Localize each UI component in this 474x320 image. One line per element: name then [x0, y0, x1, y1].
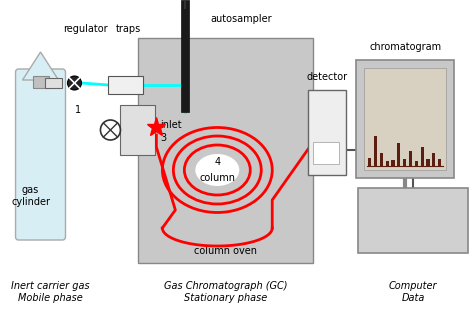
Bar	[438, 159, 441, 166]
Bar	[427, 159, 429, 166]
Text: traps: traps	[116, 24, 141, 34]
Bar	[45, 78, 63, 88]
Bar	[380, 153, 383, 166]
Bar	[368, 157, 371, 166]
Text: column oven: column oven	[194, 246, 257, 256]
Text: Data: Data	[401, 293, 425, 303]
Bar	[308, 90, 346, 175]
Text: 4: 4	[214, 157, 220, 167]
Polygon shape	[23, 52, 58, 80]
Bar	[109, 76, 144, 94]
Text: 5: 5	[324, 103, 330, 113]
Text: inlet: inlet	[160, 120, 182, 130]
Text: gas: gas	[22, 185, 39, 195]
Bar	[397, 143, 401, 166]
Bar	[364, 68, 446, 170]
Text: cylinder: cylinder	[11, 197, 50, 207]
Text: Mobile phase: Mobile phase	[18, 293, 83, 303]
Text: 1: 1	[75, 105, 82, 115]
Text: 6: 6	[410, 215, 416, 225]
Bar	[415, 161, 418, 166]
Bar	[403, 159, 406, 166]
Bar	[409, 151, 412, 166]
Ellipse shape	[195, 154, 239, 186]
Text: Computer: Computer	[389, 281, 438, 291]
Text: Stationary phase: Stationary phase	[183, 293, 267, 303]
Text: Gas Chromatograph (GC): Gas Chromatograph (GC)	[164, 281, 287, 291]
Text: 2: 2	[182, 14, 189, 24]
Bar	[420, 147, 424, 166]
Text: detector: detector	[307, 72, 348, 82]
Text: chromatogram: chromatogram	[369, 42, 441, 52]
Bar	[356, 60, 454, 178]
Bar	[374, 136, 377, 166]
Bar	[33, 76, 48, 88]
Bar	[358, 188, 468, 253]
Bar	[182, 0, 189, 112]
Bar	[120, 105, 155, 155]
Text: autosampler: autosampler	[210, 14, 272, 24]
Text: Inert carrier gas: Inert carrier gas	[11, 281, 90, 291]
Bar	[385, 161, 389, 166]
Bar	[392, 160, 394, 166]
Bar	[313, 142, 339, 164]
Text: column: column	[199, 173, 235, 183]
Text: regulator: regulator	[63, 24, 108, 34]
FancyBboxPatch shape	[16, 69, 65, 240]
Bar	[138, 38, 313, 263]
Text: 3: 3	[160, 133, 166, 143]
Bar	[432, 153, 436, 166]
Circle shape	[67, 76, 82, 90]
